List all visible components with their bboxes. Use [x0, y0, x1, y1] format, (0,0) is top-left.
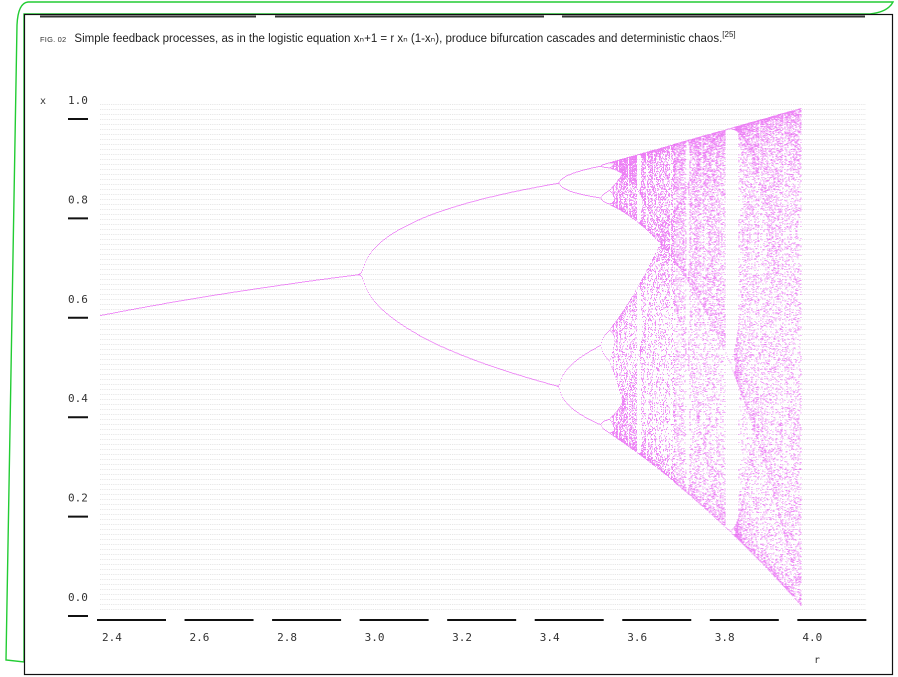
- y-tick-label: 0.6: [68, 293, 88, 306]
- y-tick-label: 1.0: [68, 94, 88, 107]
- x-tick-label: 3.6: [627, 631, 647, 644]
- figure-label: FIG. 02: [40, 34, 67, 44]
- x-tick-label: 3.4: [540, 631, 560, 644]
- x-tick-label: 4.0: [802, 631, 822, 644]
- x-tick-label: 3.2: [452, 631, 472, 644]
- y-tick-label: 0.4: [68, 392, 88, 405]
- bifurcation-points: [100, 108, 802, 606]
- y-tick-label: 0.0: [68, 591, 88, 604]
- y-tick-label: 0.2: [68, 492, 88, 505]
- attractor-points: [100, 108, 802, 606]
- x-tick-label: 3.0: [365, 631, 385, 644]
- x-tick-label: 2.6: [190, 631, 210, 644]
- grid-lines: [100, 104, 866, 610]
- x-tick-label: 2.4: [102, 631, 122, 644]
- x-tick-label: 3.8: [715, 631, 735, 644]
- x-tick-label: 2.8: [277, 631, 297, 644]
- caption-text: Simple feedback processes, as in the log…: [74, 32, 723, 45]
- x-axis-label: r: [814, 655, 820, 666]
- y-tick-label: 0.8: [68, 193, 88, 206]
- black-frame-border: [23, 13, 894, 676]
- y-axis-label: x: [40, 96, 46, 107]
- x-axis: 2.4 2.6 2.8 3.0 3.2 3.4 3.6 3.8 4.0: [97, 619, 867, 644]
- figure-caption: FIG. 02 Simple feedback processes, as in …: [40, 25, 840, 50]
- caption-reference: [25]: [722, 30, 736, 39]
- y-axis: 0.0 0.2 0.4 0.6 0.8 1.0: [68, 94, 88, 617]
